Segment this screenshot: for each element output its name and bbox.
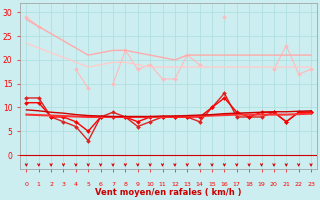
X-axis label: Vent moyen/en rafales ( km/h ): Vent moyen/en rafales ( km/h ) [95,188,242,197]
